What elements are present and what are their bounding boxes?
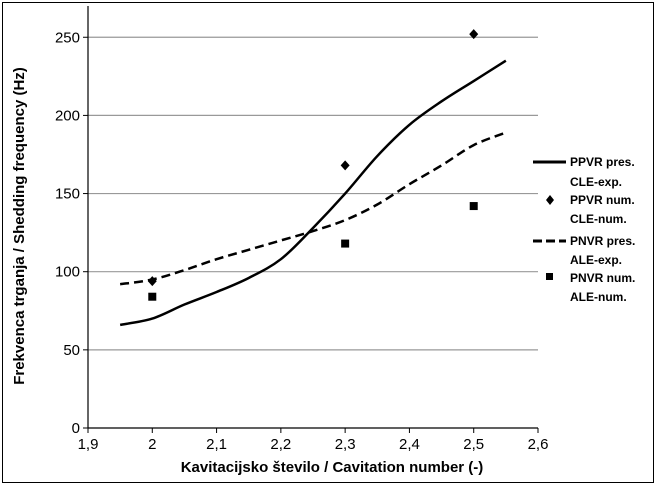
- legend-label: ALE-num.: [570, 290, 627, 304]
- legend-item-ppvr-num: PPVR num. CLE-num.: [546, 193, 635, 226]
- x-tick-label: 2,1: [206, 436, 227, 453]
- gridlines: [88, 36, 538, 351]
- chart-frame: [2, 2, 654, 483]
- legend-label: PNVR pres.: [570, 234, 635, 248]
- x-tick-label: 2,4: [399, 436, 420, 453]
- series-layer: [119, 29, 507, 327]
- legend-label: PPVR pres.: [570, 155, 635, 169]
- legend-label: ALE-exp.: [570, 253, 622, 267]
- y-axis-label: Frekvenca trganja / Shedding frequency (…: [11, 67, 28, 385]
- data-point-diamond: [340, 160, 350, 171]
- x-axis-label: Kavitacijsko število / Cavitation number…: [181, 459, 484, 476]
- series-line-0: [119, 59, 507, 327]
- x-tick-label: 2,3: [335, 436, 356, 453]
- x-tick-label: 2,6: [528, 436, 549, 453]
- axes: 0 50 100 150 200 250 1,9 2 2,1 2,2 2,3 2,4 2,5 2,6: [55, 6, 548, 453]
- legend-label: CLE-num.: [570, 212, 627, 226]
- data-point-square: [469, 202, 478, 211]
- y-tick-label: 250: [55, 29, 80, 46]
- data-point-diamond: [469, 29, 479, 40]
- series-line-2: [119, 131, 507, 286]
- y-tick-label: 150: [55, 186, 80, 203]
- data-point-square: [148, 292, 157, 301]
- legend-item-ppvr-pres: PPVR pres. CLE-exp.: [533, 155, 635, 189]
- legend-label: PNVR num.: [570, 271, 635, 285]
- x-tick-label: 2,2: [270, 436, 291, 453]
- legend-item-pnvr-num: PNVR num. ALE-num.: [546, 271, 635, 304]
- data-point-square: [341, 239, 350, 248]
- y-tick-label: 100: [55, 264, 80, 281]
- legend-label: PPVR num.: [570, 193, 635, 207]
- x-tick-label: 2: [148, 436, 156, 453]
- legend-item-pnvr-pres: PNVR pres. ALE-exp.: [533, 234, 635, 267]
- legend-diamond-marker: [546, 195, 554, 205]
- legend-label: CLE-exp.: [570, 175, 622, 189]
- y-tick-label: 200: [55, 107, 80, 124]
- legend-square-marker: [546, 273, 553, 280]
- y-tick-label: 50: [63, 342, 80, 359]
- x-tick-label: 1,9: [78, 436, 99, 453]
- y-tick-label: 0: [72, 420, 80, 437]
- legend: PPVR pres. CLE-exp. PPVR num. CLE-num. P…: [533, 155, 635, 304]
- x-tick-label: 2,5: [463, 436, 484, 453]
